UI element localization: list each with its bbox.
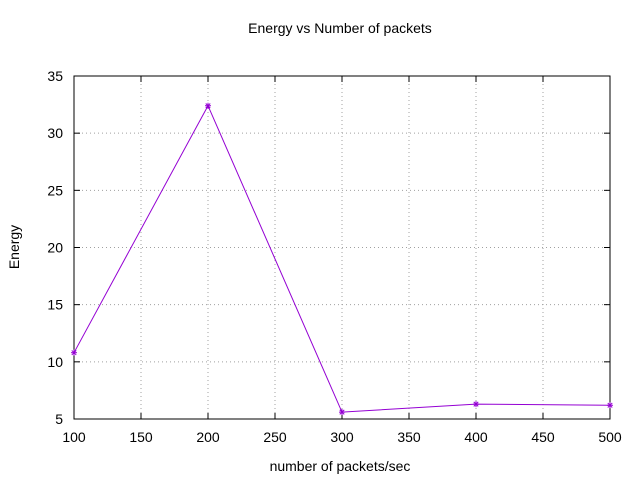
series-layer (71, 102, 613, 416)
data-point (71, 349, 77, 356)
y-axis-label: Energy (6, 225, 22, 269)
grid-lines (74, 76, 610, 419)
data-point (473, 401, 479, 408)
y-tick-label: 10 (47, 354, 63, 370)
y-tick-label: 30 (47, 125, 63, 141)
x-tick-label: 350 (397, 429, 421, 445)
x-axis-label: number of packets/sec (270, 458, 411, 474)
x-tick-label: 200 (196, 429, 220, 445)
plot-frame (73, 75, 611, 420)
y-tick-label: 35 (47, 68, 63, 84)
data-point (339, 409, 345, 416)
series-line (73, 104, 611, 413)
x-tick-label: 250 (263, 429, 287, 445)
y-tick-label: 20 (47, 240, 63, 256)
x-tick-label: 450 (531, 429, 555, 445)
y-tick-label: 15 (47, 297, 63, 313)
chart-title: Energy vs Number of packets (248, 20, 432, 36)
data-point (607, 402, 613, 409)
y-tick-labels: 5 10 15 20 25 30 35 (47, 68, 63, 427)
x-tick-label: 150 (129, 429, 153, 445)
x-tick-label: 400 (464, 429, 488, 445)
axis-ticks (73, 75, 611, 420)
x-tick-label: 500 (598, 429, 622, 445)
x-tick-labels: 100 150 200 250 300 350 400 450 500 (62, 429, 622, 445)
y-tick-label: 25 (47, 182, 63, 198)
x-tick-label: 300 (330, 429, 354, 445)
y-tick-label: 5 (55, 411, 63, 427)
data-point (205, 102, 211, 109)
x-tick-label: 100 (62, 429, 86, 445)
